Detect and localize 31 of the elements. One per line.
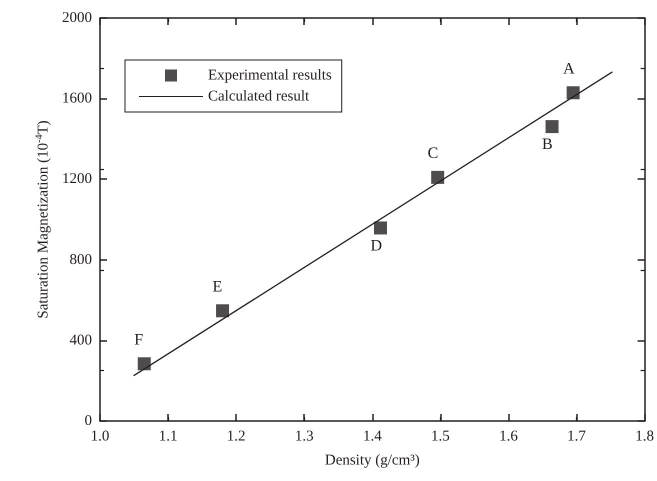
y-tick-label: 800 bbox=[70, 252, 92, 268]
point bbox=[546, 120, 559, 134]
point bbox=[138, 357, 151, 370]
x-tick-label: 1.3 bbox=[294, 428, 314, 444]
y-tick-label: 1600 bbox=[62, 90, 92, 107]
annotation: B bbox=[542, 136, 553, 154]
x-tick-label: 1.5 bbox=[431, 428, 450, 444]
point bbox=[431, 170, 444, 184]
x-tick-label: 1.6 bbox=[499, 428, 518, 444]
legend-label: Experimental results bbox=[208, 68, 332, 84]
y-axis-title: Saturation Magnetization (10-4T) bbox=[34, 120, 52, 319]
y-tick-label: 2000 bbox=[62, 10, 92, 26]
y-tick-label: 1200 bbox=[62, 171, 92, 188]
annotation: E bbox=[212, 278, 222, 296]
point bbox=[216, 304, 230, 318]
y-tick-label: 400 bbox=[70, 332, 92, 348]
annotation: C bbox=[428, 144, 438, 162]
x-tick-label: 1.8 bbox=[635, 428, 654, 444]
annotation: A bbox=[563, 60, 576, 78]
point bbox=[566, 86, 580, 100]
annotation: D bbox=[370, 237, 382, 254]
legend-label: Calculated result bbox=[208, 88, 310, 104]
x-tick-label: 1.1 bbox=[158, 428, 178, 444]
y-tick-label: 0 bbox=[84, 413, 92, 429]
annotation: F bbox=[134, 331, 144, 348]
x-tick-label: 1.0 bbox=[90, 428, 110, 444]
x-tick-label: 1.4 bbox=[362, 428, 382, 444]
x-tick-label: 1.7 bbox=[567, 428, 586, 444]
x-axis-title: Density (g/cm³) bbox=[324, 452, 420, 468]
point bbox=[374, 221, 387, 234]
x-tick-label: 1.2 bbox=[226, 428, 246, 444]
